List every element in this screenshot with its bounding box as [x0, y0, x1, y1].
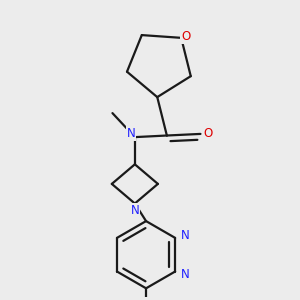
Text: N: N	[181, 229, 190, 242]
Text: N: N	[130, 204, 139, 217]
Text: O: O	[182, 30, 190, 43]
Text: N: N	[181, 268, 190, 281]
Text: N: N	[127, 127, 135, 140]
Text: O: O	[204, 128, 213, 140]
